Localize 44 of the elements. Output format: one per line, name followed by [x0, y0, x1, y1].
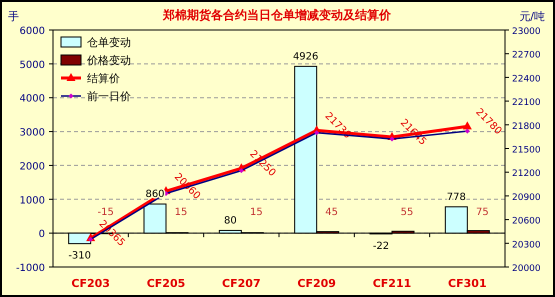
- y2-tick-label: 21200: [512, 169, 541, 180]
- y-tick-label: 6000: [20, 26, 45, 37]
- data-label: 80: [224, 215, 237, 226]
- y2-tick-label: 23000: [512, 27, 541, 37]
- y-tick-label: 4000: [20, 94, 45, 105]
- chart-title: 郑棉期货各合约当日仓单增减变动及结算价: [162, 8, 392, 22]
- data-label: 15: [250, 207, 263, 218]
- legend-label: 仓单变动: [87, 36, 131, 49]
- data-label: 778: [446, 192, 466, 203]
- y2-axis-title: 元/吨: [519, 10, 545, 23]
- legend-label: 结算价: [87, 72, 120, 85]
- y-axis-title: 手: [8, 10, 19, 23]
- x-tick-label: CF207: [222, 277, 261, 290]
- y2-tick-label: 20300: [512, 240, 541, 250]
- data-label: 45: [325, 207, 338, 218]
- data-label: 15: [174, 207, 188, 218]
- point: [462, 121, 472, 130]
- y-tick-label: 5000: [20, 60, 45, 71]
- y2-tick-label: 21800: [512, 122, 541, 132]
- y2-tick-label: 22400: [512, 74, 541, 84]
- legend-label: 价格变动: [86, 54, 131, 67]
- y2-tick-label: 20000: [512, 264, 541, 274]
- y-tick-label: 1000: [20, 195, 45, 206]
- data-label: -310: [68, 250, 92, 262]
- x-tick-label: CF301: [448, 277, 487, 290]
- y2-tick-label: 22700: [512, 50, 541, 61]
- x-tick-label: CF211: [372, 277, 412, 290]
- data-label: 4926: [292, 51, 318, 62]
- y2-tick-label: 20900: [512, 192, 541, 203]
- data-label: 75: [476, 207, 489, 218]
- y2-tick-label: 20600: [512, 216, 541, 227]
- y-tick-label: 0: [38, 229, 45, 240]
- data-label: -22: [372, 240, 390, 252]
- y-tick-label: -1000: [16, 263, 45, 274]
- data-label: -15: [97, 207, 114, 218]
- y2-tick-label: 22100: [512, 98, 541, 108]
- x-tick-label: CF209: [297, 277, 336, 290]
- x-tick-label: CF203: [71, 277, 110, 290]
- y-tick-label: 3000: [20, 128, 45, 139]
- legend-label: 前一日价: [87, 90, 131, 103]
- y-tick-label: 2000: [20, 161, 45, 172]
- x-tick-label: CF205: [146, 277, 186, 290]
- y2-tick-label: 21500: [512, 146, 541, 156]
- data-label: 55: [400, 207, 414, 218]
